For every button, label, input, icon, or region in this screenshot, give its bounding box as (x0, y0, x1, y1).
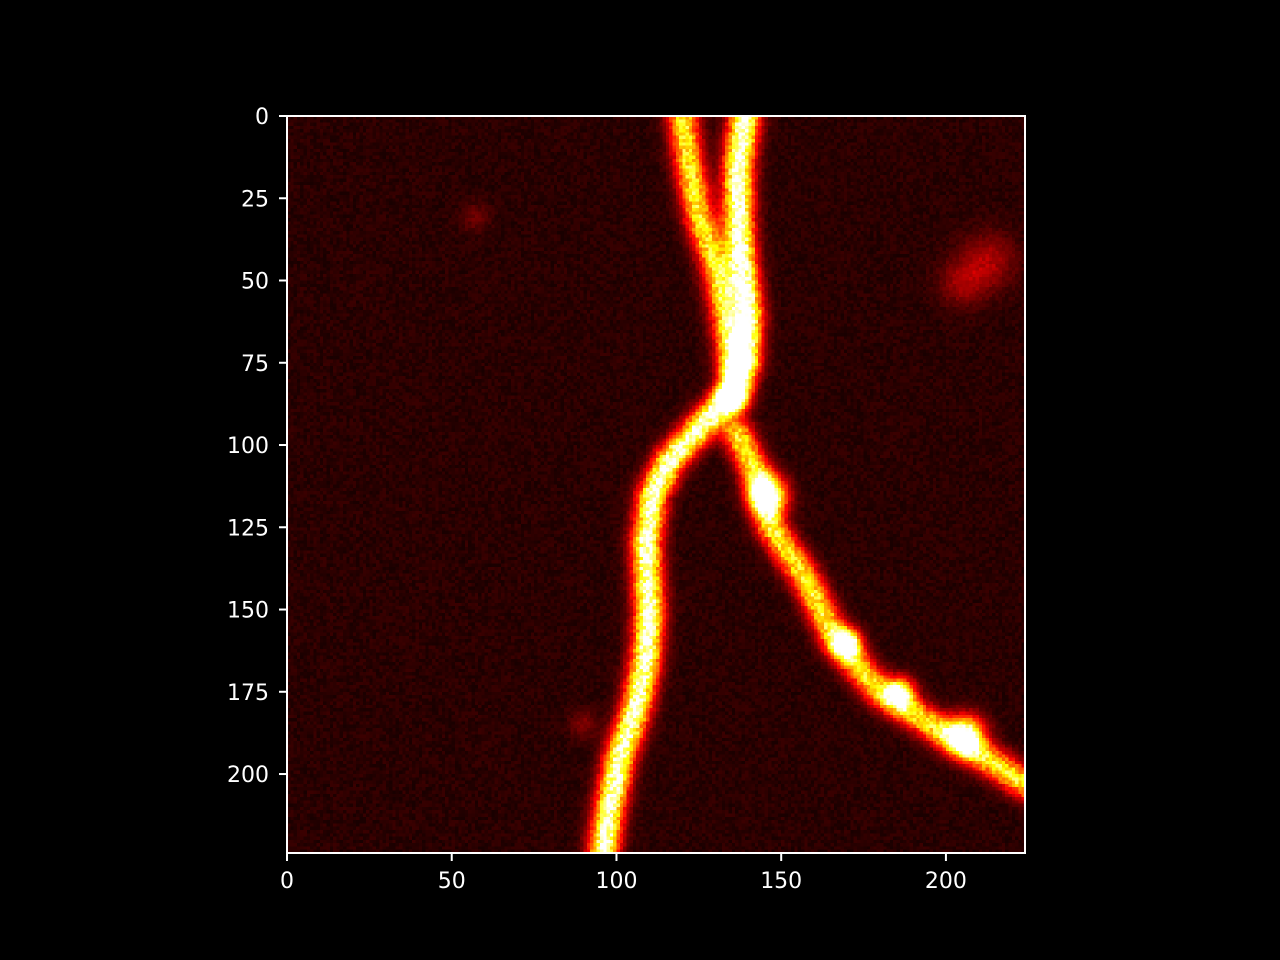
x-tick-label: 100 (595, 869, 637, 894)
y-tick-label: 175 (227, 681, 269, 706)
axes-frame (286, 115, 1026, 854)
y-tick-label: 150 (227, 599, 269, 624)
x-tick-label: 50 (438, 869, 466, 894)
y-tick-label: 200 (227, 763, 269, 788)
x-axis-ticks: 0 50 100 150 200 (280, 853, 967, 894)
heatmap-image (287, 116, 1025, 853)
y-axis-ticks: 0 25 50 75 100 125 150 175 200 (227, 105, 287, 788)
y-tick-label: 100 (227, 434, 269, 459)
y-tick-label: 25 (241, 187, 269, 212)
y-tick-label: 125 (227, 516, 269, 541)
x-tick-label: 150 (760, 869, 802, 894)
x-tick-label: 0 (280, 869, 294, 894)
y-tick-label: 50 (241, 270, 269, 295)
y-tick-label: 75 (241, 352, 269, 377)
y-tick-label: 0 (255, 105, 269, 130)
heatmap-image-container (287, 116, 1025, 853)
x-tick-label: 200 (925, 869, 967, 894)
